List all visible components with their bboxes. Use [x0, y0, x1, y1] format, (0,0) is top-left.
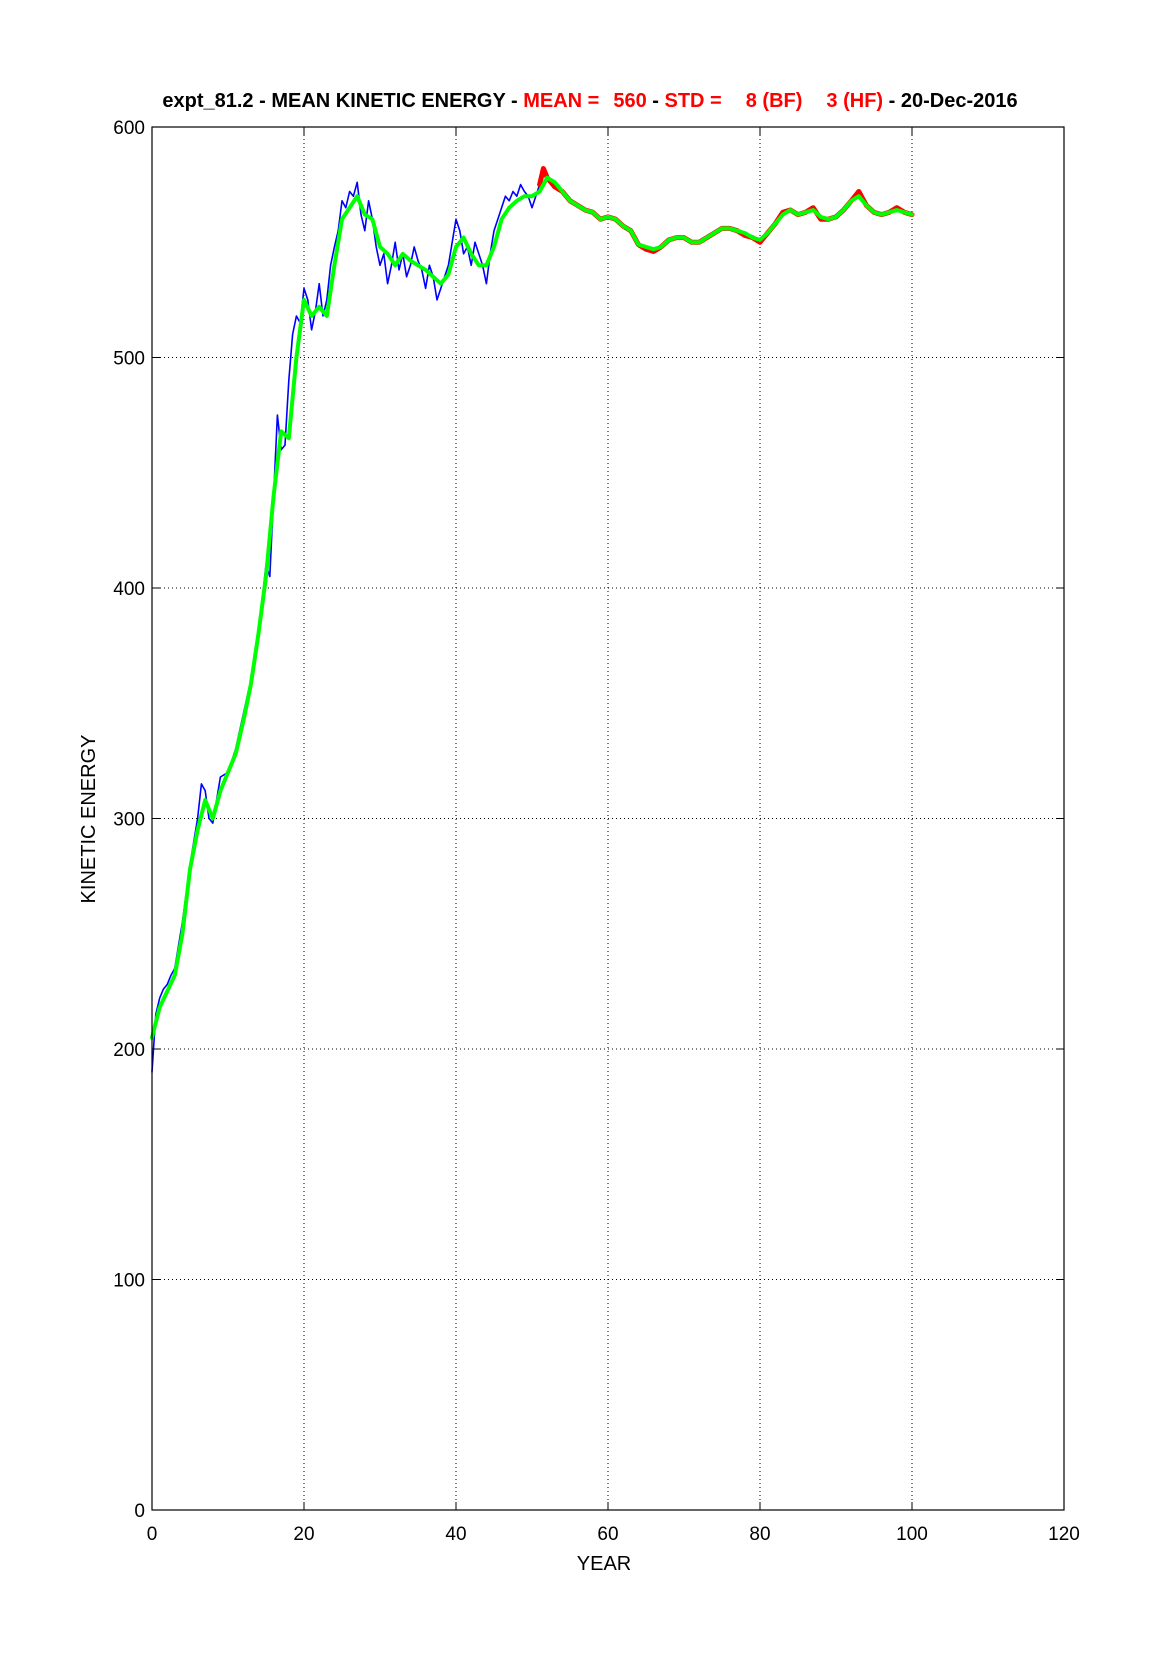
title-prefix: expt_81.2 - MEAN KINETIC ENERGY - [162, 90, 523, 112]
title-std-hf: 3 (HF) [826, 90, 883, 112]
title-std-label: STD = [664, 90, 721, 112]
y-tick-label: 600 [113, 118, 145, 139]
title-mean-label: MEAN = [523, 90, 599, 112]
series-line-green [150, 175, 914, 1040]
y-axis-label: KINETIC ENERGY [78, 735, 100, 904]
x-tick-label: 0 [147, 1524, 158, 1545]
grid-lines [152, 127, 1064, 1510]
x-tick-label: 100 [896, 1524, 928, 1545]
y-tick-label: 400 [113, 579, 145, 600]
title-std-bf: 8 (BF) [746, 90, 803, 112]
tick-marks [151, 126, 1065, 1511]
x-tick-label: 120 [1048, 1524, 1080, 1545]
x-tick-labels: 0 20 40 60 80 100 120 [147, 1524, 1080, 1545]
x-axis-label: YEAR [577, 1553, 631, 1575]
series-group [150, 166, 915, 1073]
x-tick-label: 80 [749, 1524, 770, 1545]
title-mean-value: 560 [613, 90, 646, 112]
y-tick-label: 0 [134, 1501, 145, 1522]
y-tick-label: 500 [113, 349, 145, 370]
chart-title: expt_81.2 - MEAN KINETIC ENERGY - MEAN =… [162, 90, 1017, 112]
x-tick-label: 60 [597, 1524, 618, 1545]
x-tick-label: 40 [445, 1524, 466, 1545]
x-tick-label: 20 [293, 1524, 314, 1545]
title-suffix: - 20-Dec-2016 [883, 90, 1018, 112]
y-tick-label: 300 [113, 810, 145, 831]
y-tick-label: 100 [113, 1271, 145, 1292]
y-tick-labels: 0 100 200 300 400 500 600 [113, 118, 145, 1522]
y-tick-label: 200 [113, 1040, 145, 1061]
title-std-sep: - [647, 90, 665, 112]
